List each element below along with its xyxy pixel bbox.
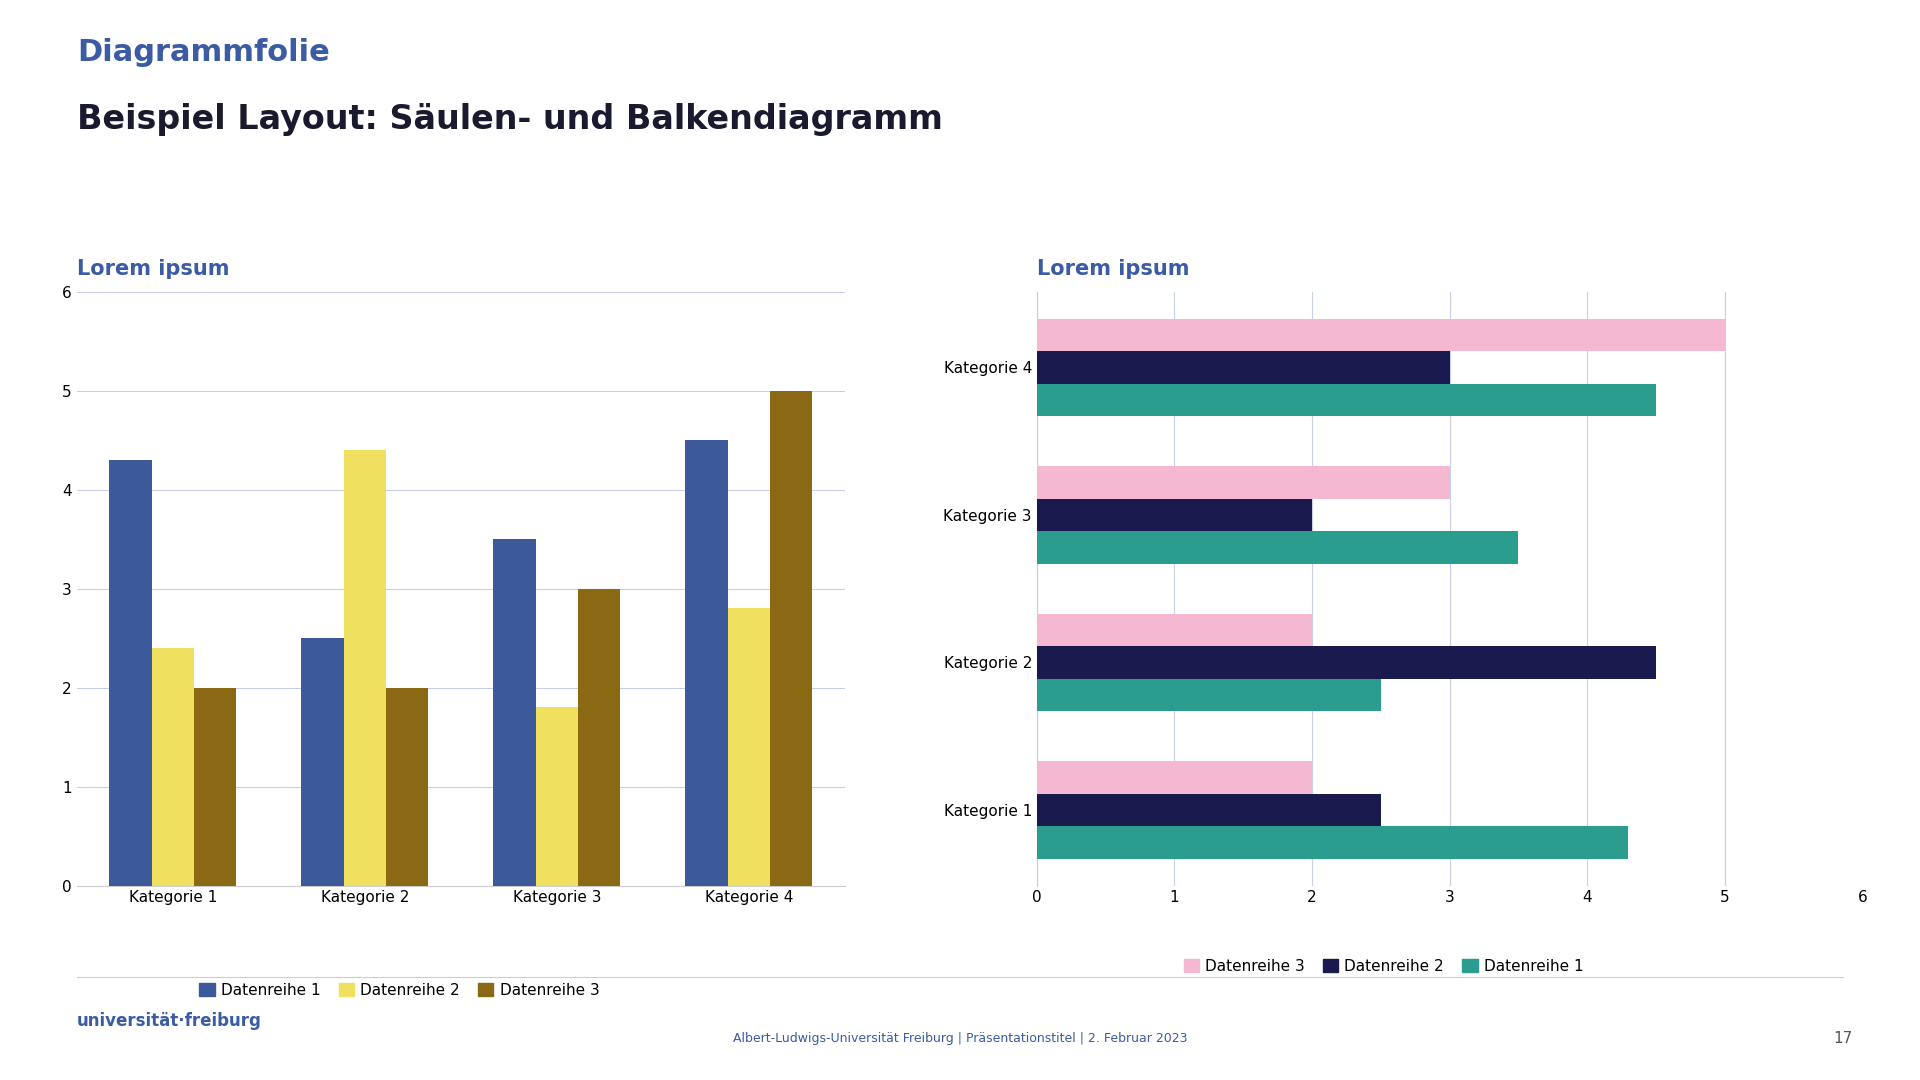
Bar bbox=[109, 460, 152, 886]
Bar bbox=[1037, 319, 1724, 351]
Bar bbox=[194, 688, 236, 886]
Bar bbox=[1037, 678, 1380, 711]
Bar bbox=[1037, 383, 1655, 416]
Text: Lorem ipsum: Lorem ipsum bbox=[1037, 259, 1188, 279]
Bar bbox=[1037, 467, 1450, 499]
Legend: Datenreihe 3, Datenreihe 2, Datenreihe 1: Datenreihe 3, Datenreihe 2, Datenreihe 1 bbox=[1177, 953, 1590, 980]
Bar bbox=[1037, 761, 1311, 794]
Bar bbox=[301, 638, 344, 886]
Text: Beispiel Layout: Säulen- und Balkendiagramm: Beispiel Layout: Säulen- und Balkendiagr… bbox=[77, 103, 943, 136]
Bar bbox=[685, 441, 728, 886]
Bar bbox=[770, 391, 812, 886]
Legend: Datenreihe 1, Datenreihe 2, Datenreihe 3: Datenreihe 1, Datenreihe 2, Datenreihe 3 bbox=[194, 976, 605, 1003]
Bar bbox=[536, 707, 578, 886]
Bar bbox=[493, 539, 536, 886]
Bar bbox=[1037, 794, 1380, 826]
Bar bbox=[1037, 531, 1519, 564]
Bar bbox=[578, 589, 620, 886]
Bar bbox=[1037, 499, 1311, 531]
Bar bbox=[1037, 351, 1450, 383]
Text: universität·freiburg: universität·freiburg bbox=[77, 1012, 261, 1029]
Bar bbox=[386, 688, 428, 886]
Bar bbox=[344, 450, 386, 886]
Text: Lorem ipsum: Lorem ipsum bbox=[77, 259, 228, 279]
Bar bbox=[1037, 646, 1655, 678]
Text: Diagrammfolie: Diagrammfolie bbox=[77, 38, 330, 67]
Bar bbox=[728, 608, 770, 886]
Bar bbox=[152, 648, 194, 886]
Text: 17: 17 bbox=[1834, 1031, 1853, 1047]
Bar bbox=[1037, 826, 1628, 859]
Text: Albert-Ludwigs-Universität Freiburg | Präsentationstitel | 2. Februar 2023: Albert-Ludwigs-Universität Freiburg | Pr… bbox=[733, 1032, 1187, 1045]
Bar bbox=[1037, 613, 1311, 646]
